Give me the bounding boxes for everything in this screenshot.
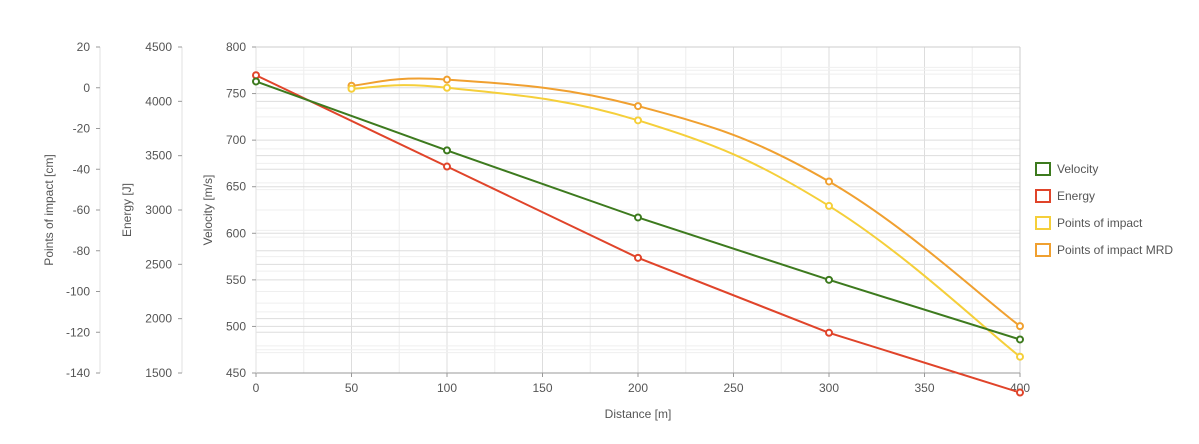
poi-tick-label: -80 <box>73 244 91 258</box>
x-tick-label: 150 <box>532 381 552 395</box>
points-of-impact-point[interactable] <box>825 201 833 210</box>
x-tick-label: 0 <box>253 381 260 395</box>
velocity-tick-label: 650 <box>226 180 246 194</box>
points-of-impact-mrd-line <box>351 77 1021 327</box>
energy-point[interactable] <box>252 71 260 80</box>
velocity-series <box>252 77 1024 344</box>
poi-tick-label: -140 <box>66 366 90 380</box>
points-of-impact-point[interactable] <box>347 84 356 93</box>
velocity-point[interactable] <box>443 146 451 155</box>
points-of-impact-mrd-point[interactable] <box>443 75 451 84</box>
x-axis-title: Distance [m] <box>605 407 672 421</box>
x-tick-label: 350 <box>914 381 934 395</box>
velocity-point[interactable] <box>252 77 260 86</box>
poi-tick-label: 0 <box>83 81 90 95</box>
x-tick-label: 50 <box>345 381 359 395</box>
velocity-axis-title: Velocity [m/s] <box>201 175 215 246</box>
legend-label: Velocity <box>1057 162 1098 176</box>
legend-label: Points of impact MRD <box>1057 243 1173 257</box>
x-tick-label: 200 <box>628 381 648 395</box>
legend-swatch <box>1035 216 1051 230</box>
energy-point[interactable] <box>825 328 833 337</box>
energy-point[interactable] <box>443 162 451 171</box>
grid-layer <box>255 46 1021 374</box>
points-of-impact-mrd-point[interactable] <box>1016 322 1024 331</box>
poi-tick-label: -60 <box>73 203 91 217</box>
points-of-impact-mrd-series <box>347 75 1024 331</box>
energy-point[interactable] <box>1016 388 1024 397</box>
points-of-impact-mrd-point[interactable] <box>825 177 833 186</box>
points-of-impact-line <box>351 84 1021 358</box>
energy-tick-label: 1500 <box>145 366 172 380</box>
velocity-tick-label: 500 <box>226 319 246 333</box>
velocity-point[interactable] <box>634 213 642 222</box>
legend-swatch <box>1035 243 1051 257</box>
energy-tick-label: 4500 <box>145 40 172 54</box>
energy-tick-label: 3000 <box>145 203 172 217</box>
energy-tick-label: 3500 <box>145 149 172 163</box>
legend-item-points-of-impact[interactable]: Points of impact <box>1035 216 1143 230</box>
poi-axis-title: Points of impact [cm] <box>42 154 56 265</box>
energy-tick-label: 2000 <box>145 312 172 326</box>
energy-tick-label: 4000 <box>145 94 172 108</box>
velocity-tick-label: 550 <box>226 273 246 287</box>
x-tick-label: 100 <box>437 381 457 395</box>
poi-tick-label: -20 <box>73 122 91 136</box>
series-layer <box>252 71 1024 397</box>
velocity-tick-label: 800 <box>226 40 246 54</box>
legend-swatch <box>1035 162 1051 176</box>
points-of-impact-series <box>347 83 1024 361</box>
poi-tick-label: -120 <box>66 325 90 339</box>
energy-axis-title: Energy [J] <box>120 183 134 237</box>
points-of-impact-point[interactable] <box>1016 352 1024 361</box>
x-tick-label: 300 <box>819 381 839 395</box>
velocity-tick-label: 450 <box>226 366 246 380</box>
x-tick-label: 250 <box>723 381 743 395</box>
legend-label: Points of impact <box>1057 216 1143 230</box>
energy-point[interactable] <box>634 253 642 262</box>
poi-tick-label: -40 <box>73 162 91 176</box>
legend-label: Energy <box>1057 189 1095 203</box>
legend-item-points-of-impact-mrd[interactable]: Points of impact MRD <box>1035 243 1173 257</box>
points-of-impact-point[interactable] <box>634 116 642 125</box>
poi-tick-label: 20 <box>77 40 91 54</box>
velocity-point[interactable] <box>825 275 833 284</box>
legend[interactable]: Velocity Energy Points of impact Points of … <box>1035 162 1173 257</box>
legend-item-velocity[interactable]: Velocity <box>1035 162 1098 176</box>
velocity-point[interactable] <box>1016 335 1024 344</box>
velocity-tick-label: 700 <box>226 133 246 147</box>
points-of-impact-point[interactable] <box>443 83 451 92</box>
velocity-tick-label: 750 <box>226 87 246 101</box>
velocity-tick-label: 600 <box>226 226 246 240</box>
energy-tick-label: 2500 <box>145 257 172 271</box>
legend-swatch <box>1035 189 1051 203</box>
legend-item-energy[interactable]: Energy <box>1035 189 1095 203</box>
poi-tick-label: -100 <box>66 285 90 299</box>
points-of-impact-mrd-point[interactable] <box>634 102 642 111</box>
